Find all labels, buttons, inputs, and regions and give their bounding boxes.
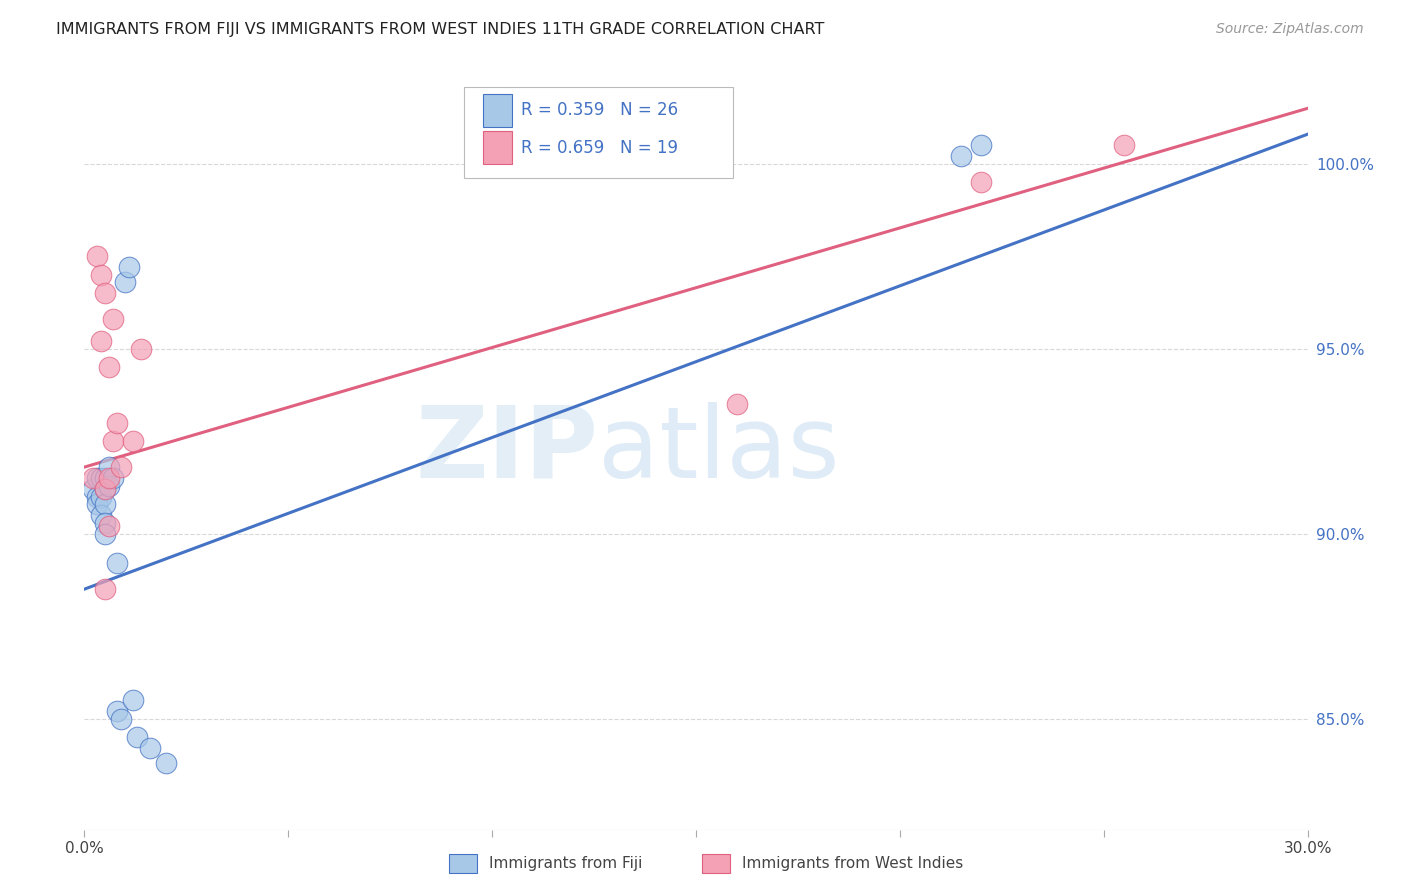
Text: Immigrants from West Indies: Immigrants from West Indies bbox=[742, 856, 963, 871]
Text: Immigrants from Fiji: Immigrants from Fiji bbox=[489, 856, 643, 871]
Point bbox=[127, 730, 149, 744]
Point bbox=[86, 490, 108, 504]
Text: ZIP: ZIP bbox=[415, 402, 598, 499]
Point bbox=[105, 416, 128, 430]
Point bbox=[93, 483, 115, 497]
Point bbox=[970, 138, 993, 153]
Point bbox=[93, 526, 115, 541]
Point bbox=[97, 519, 120, 533]
Point bbox=[114, 275, 136, 289]
Point bbox=[86, 471, 108, 485]
Point bbox=[82, 471, 104, 485]
Point bbox=[90, 508, 112, 523]
Point bbox=[93, 483, 115, 497]
Point bbox=[90, 471, 112, 485]
Point bbox=[97, 360, 120, 375]
Point bbox=[82, 483, 104, 497]
Point bbox=[118, 260, 141, 275]
FancyBboxPatch shape bbox=[484, 131, 513, 164]
Point bbox=[101, 471, 124, 485]
Point bbox=[131, 342, 153, 356]
Point bbox=[93, 516, 115, 530]
Point bbox=[950, 149, 973, 163]
Point bbox=[101, 434, 124, 449]
Point bbox=[970, 175, 993, 189]
Point bbox=[725, 397, 748, 411]
Text: IMMIGRANTS FROM FIJI VS IMMIGRANTS FROM WEST INDIES 11TH GRADE CORRELATION CHART: IMMIGRANTS FROM FIJI VS IMMIGRANTS FROM … bbox=[56, 22, 824, 37]
Point bbox=[110, 460, 132, 475]
Point bbox=[97, 471, 120, 485]
Point bbox=[90, 268, 112, 282]
Text: atlas: atlas bbox=[598, 402, 839, 499]
FancyBboxPatch shape bbox=[484, 94, 513, 127]
Point bbox=[93, 286, 115, 301]
Point bbox=[110, 712, 132, 726]
Point bbox=[93, 471, 115, 485]
Text: R = 0.659   N = 19: R = 0.659 N = 19 bbox=[522, 139, 678, 157]
Point bbox=[138, 741, 160, 756]
Point bbox=[93, 497, 115, 511]
Text: Source: ZipAtlas.com: Source: ZipAtlas.com bbox=[1216, 22, 1364, 37]
Point bbox=[86, 497, 108, 511]
Point bbox=[90, 490, 112, 504]
Point bbox=[122, 693, 145, 707]
Point bbox=[86, 249, 108, 263]
Point bbox=[155, 756, 177, 770]
Point bbox=[90, 334, 112, 349]
FancyBboxPatch shape bbox=[464, 87, 733, 178]
Point bbox=[97, 478, 120, 492]
Point bbox=[1114, 138, 1136, 153]
Point bbox=[93, 582, 115, 596]
Point bbox=[105, 704, 128, 718]
Point bbox=[97, 460, 120, 475]
Point bbox=[122, 434, 145, 449]
Point bbox=[105, 556, 128, 570]
Text: R = 0.359   N = 26: R = 0.359 N = 26 bbox=[522, 102, 678, 120]
Point bbox=[101, 312, 124, 326]
